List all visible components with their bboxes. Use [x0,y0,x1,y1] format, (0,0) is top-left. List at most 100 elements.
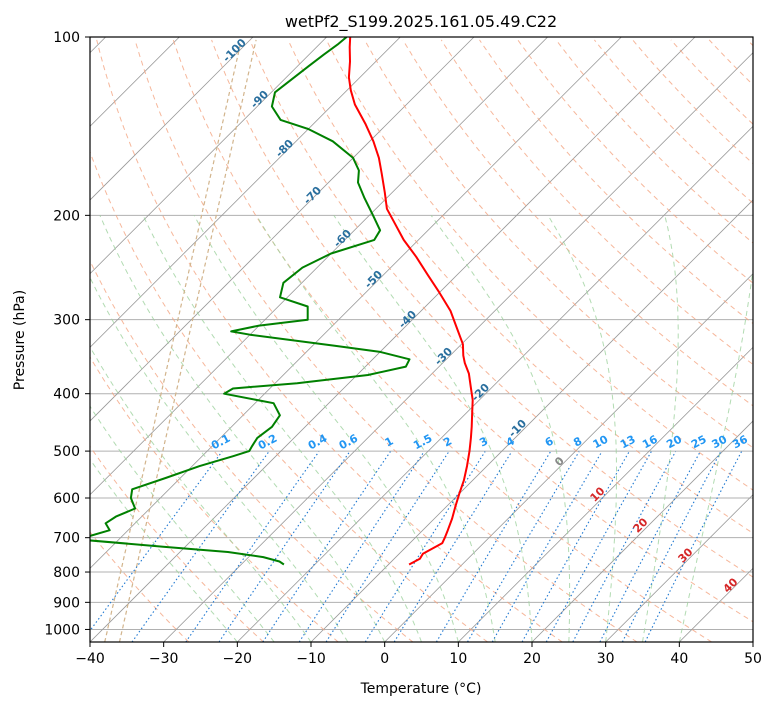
isotherm-line [605,494,753,642]
dry-adiabat [479,39,753,325]
mixing-ratio-label: 0.4 [306,432,330,453]
y-tick-label: 700 [53,531,80,547]
mixing-ratio-line [435,451,552,642]
y-tick-label: 200 [53,208,80,224]
isotherm-label: -80 [273,137,296,160]
mixing-ratio-label: 25 [689,433,709,452]
isotherm-label: -50 [362,268,385,291]
background-labels: 0.1 0.2 0.4 0.6 1 1.5 2 3 4 6 8 10 13 16 20 25 30 36-100-… [209,36,750,596]
y-tick-label: 100 [53,30,80,46]
mixing-ratio-label: 1.5 [411,432,434,453]
x-tick-label: 10 [449,651,467,667]
y-axis: 100 200 300 400 500 600 700 800 900 1000 [44,30,90,638]
x-tick-label: 30 [597,651,615,667]
x-tick-label: 40 [670,651,688,667]
y-tick-label: 400 [53,387,80,403]
mixing-ratio-label: 16 [640,433,660,452]
x-tick-label: −30 [149,651,179,667]
isotherm-line [163,52,753,642]
dry-adiabat [747,39,753,47]
temperature-profile [347,37,474,566]
mixing-ratio-label: 10 [591,432,611,451]
mixing-ratio-label: 30 [710,433,730,452]
dry-adiabat [555,39,753,244]
isotherm-label: 40 [721,575,741,595]
moist-adiabat [90,345,312,642]
isotherm-label: -30 [432,345,455,368]
x-axis: −40 −30 −20 −10 0 10 20 30 40 50 [75,642,762,667]
dry-adiabat [287,39,753,534]
moist-adiabat [142,215,422,642]
dry-adiabat [134,39,638,642]
mixing-ratio-label: 3 [477,434,490,449]
x-tick-label: −40 [75,651,105,667]
mixing-ratio-label: 0.1 [209,432,232,453]
dry-adiabat [172,39,712,642]
chart-title: wetPf2_S199.2025.161.05.49.C22 [285,12,557,32]
isotherm-line [237,125,753,642]
x-axis-label: Temperature (°C) [360,681,482,697]
mixing-ratio-line [298,451,425,642]
dry-adiabat [440,39,753,366]
isotherm-line [310,199,753,642]
mixing-ratio-line [467,451,580,642]
isotherm-line [90,37,327,275]
isotherm-line [531,420,753,642]
x-tick-label: 0 [380,651,389,667]
mixing-ratio-label: 36 [730,433,750,452]
y-tick-label: 800 [53,565,80,581]
isotherm-line [384,273,753,642]
background-lines [90,37,753,642]
x-tick-label: 20 [523,651,541,667]
x-tick-label: −10 [296,651,326,667]
moist-adiabat [642,215,679,642]
dry-adiabat [96,39,563,642]
saturation-curve [118,39,257,642]
isotherm-line [90,37,622,569]
profile-layer [90,37,474,566]
isotherm-label: -70 [301,184,324,207]
dry-adiabat [402,39,753,407]
y-tick-label: 600 [53,491,80,507]
isotherm-line [90,37,254,201]
y-tick-label: 1000 [44,622,80,638]
isotherm-line [90,37,475,422]
dry-adiabat [90,356,339,642]
dry-adiabat [211,39,753,623]
isotherm-line [752,641,753,642]
mixing-ratio-label: 20 [664,432,684,451]
dry-adiabat [90,150,488,642]
mixing-ratio-line [325,451,450,642]
moist-adiabat [678,265,753,642]
y-axis-label: Pressure (hPa) [12,290,28,390]
mixing-ratio-line [218,451,351,642]
moist-adiabat [430,215,571,642]
mixing-ratio-line [521,451,630,642]
isotherm-label: -100 [220,36,249,65]
dry-adiabat [594,39,753,204]
moist-adiabat [193,215,459,642]
dry-adiabat [632,39,753,165]
mixing-ratio-line [364,451,486,642]
x-tick-label: −20 [223,651,253,667]
moist-adiabat [547,215,617,642]
dry-adiabat [325,39,753,491]
moist-adiabat [255,215,496,642]
dry-adiabat [249,39,753,578]
dewpoint-profile [90,37,411,566]
isotherm-label: 20 [631,515,651,535]
y-tick-label: 900 [53,595,80,611]
x-tick-label: 50 [744,651,762,667]
moist-adiabat [90,276,349,642]
isotherm-line [90,37,401,348]
mixing-ratio-line [262,451,391,642]
isotherm-label: 10 [588,484,608,504]
mixing-ratio-line [393,451,513,642]
moist-adiabat [90,405,275,642]
isotherm-label: -40 [396,308,419,331]
moist-adiabat [90,458,238,642]
isotherm-line [679,567,753,642]
saturation-curve [104,39,242,642]
mixing-ratio-line [572,451,677,642]
